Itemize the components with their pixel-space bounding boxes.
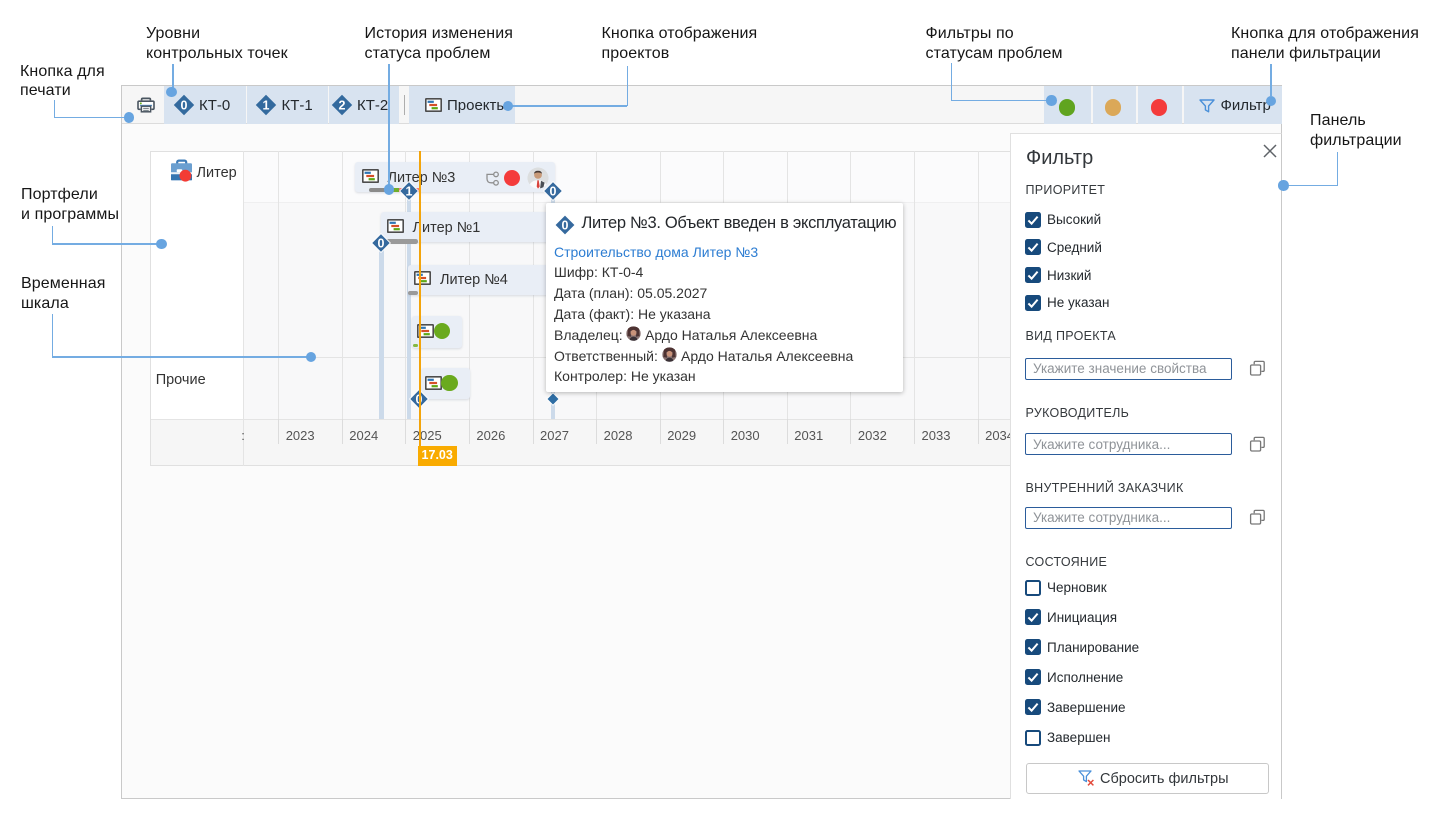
svg-text:1: 1	[406, 184, 413, 198]
svg-text:0: 0	[562, 218, 569, 232]
svg-text:2: 2	[338, 98, 345, 112]
svg-text:0: 0	[549, 184, 556, 198]
svg-text:0: 0	[378, 236, 385, 250]
svg-text:0: 0	[180, 98, 187, 112]
svg-text:0: 0	[415, 392, 422, 406]
svg-text:1: 1	[263, 98, 270, 112]
